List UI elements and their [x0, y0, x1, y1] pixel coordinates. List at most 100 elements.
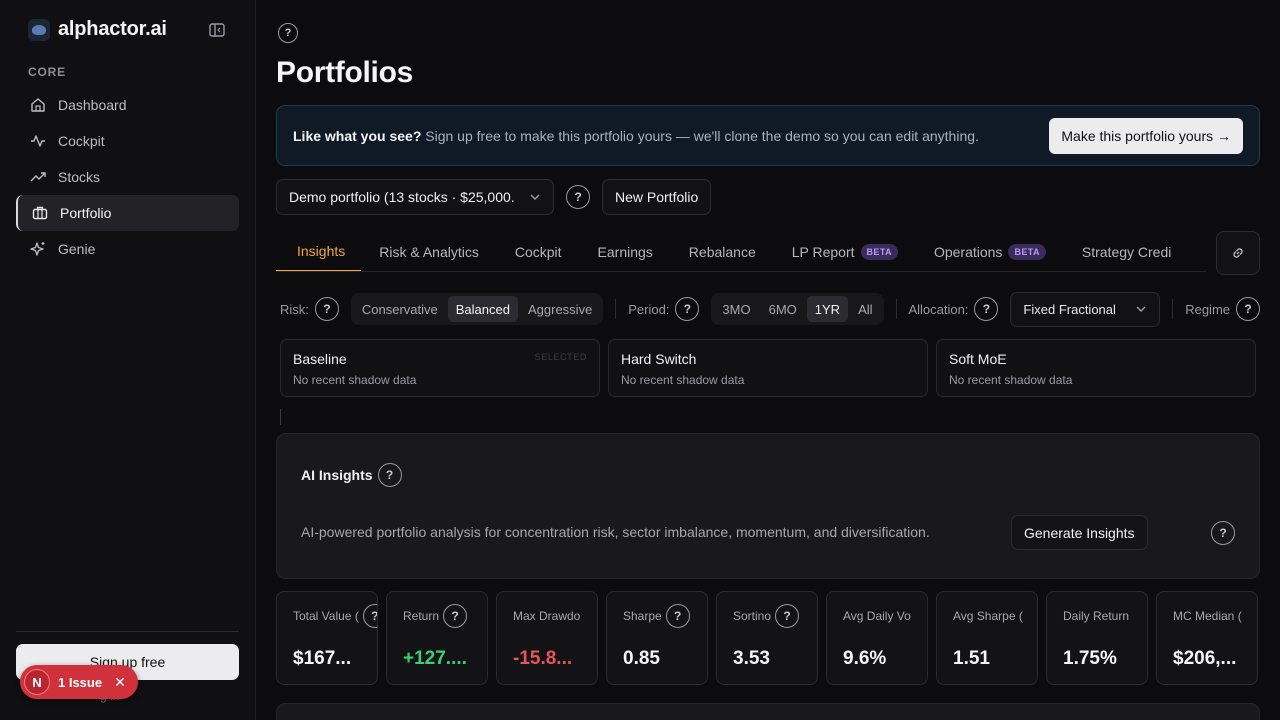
trending-up-icon	[30, 169, 46, 185]
allocation-label: Allocation:	[908, 301, 969, 317]
tab-cockpit[interactable]: Cockpit	[497, 232, 580, 271]
metric-card: Total Value (? $167...	[276, 591, 378, 685]
help-icon[interactable]: ?	[443, 604, 468, 628]
help-icon[interactable]: ?	[1236, 297, 1260, 321]
risk-option-aggressive[interactable]: Aggressive	[527, 301, 593, 317]
tab-lp-report[interactable]: LP Report BETA	[774, 232, 916, 271]
sidebar-item-portfolio[interactable]: Portfolio	[16, 195, 239, 231]
tab-insights[interactable]: Insights	[276, 232, 362, 271]
metric-label: Sharpe	[623, 609, 662, 623]
period-option-1yr[interactable]: 1YR	[806, 296, 849, 322]
help-icon[interactable]: ?	[566, 185, 590, 209]
new-portfolio-button[interactable]: New Portfolio	[602, 179, 712, 215]
metric-card: Return? +127....	[386, 591, 488, 685]
metrics-row: Total Value (? $167... Return? +127.... Max …	[276, 591, 1258, 685]
page-title: Portfolios	[276, 56, 413, 89]
metric-label: MC Median (	[1173, 609, 1242, 623]
metric-value: 3.53	[733, 648, 770, 669]
make-portfolio-yours-button[interactable]: Make this portfolio yours →	[1049, 117, 1243, 154]
tab-operations[interactable]: Operations BETA	[916, 232, 1064, 271]
period-control-label: Period:?	[628, 297, 700, 321]
sidebar-item-label: Genie	[58, 241, 96, 257]
signup-banner: Like what you see? Sign up free to make …	[276, 105, 1260, 166]
sidebar-collapse-button[interactable]	[208, 22, 226, 38]
strategy-name: Hard Switch	[621, 351, 697, 367]
help-icon[interactable]: ?	[1211, 521, 1235, 545]
banner-message: Sign up free to make this portfolio your…	[421, 127, 979, 144]
brand[interactable]: alphactor.ai	[28, 18, 167, 41]
copy-link-button[interactable]	[1216, 231, 1260, 275]
generate-insights-button[interactable]: Generate Insights	[1011, 515, 1148, 550]
tab-label: Cockpit	[514, 244, 562, 260]
metric-value: 1.75%	[1063, 648, 1117, 669]
close-icon[interactable]: ✕	[114, 673, 126, 690]
help-icon[interactable]: ?	[377, 463, 402, 487]
metric-value: $206,...	[1173, 648, 1237, 669]
divider	[280, 409, 281, 425]
period-option-3mo[interactable]: 3MO	[722, 301, 751, 317]
filter-controls: Risk:? Conservative Balanced Aggressive …	[280, 291, 1260, 327]
metric-value: +127....	[403, 648, 467, 669]
strategy-card-soft-moe[interactable]: Soft MoE No recent shadow data	[936, 339, 1256, 397]
tab-label: Operations	[933, 244, 1003, 260]
chevron-down-icon	[530, 194, 540, 201]
tab-risk-analytics[interactable]: Risk & Analytics	[361, 232, 497, 271]
metric-card: Sortino? 3.53	[716, 591, 818, 685]
ai-insights-card: AI Insights ? AI-powered portfolio analy…	[276, 433, 1260, 579]
tab-strategy-credits[interactable]: Strategy Credi	[1064, 232, 1189, 271]
help-icon[interactable]: ?	[314, 297, 339, 321]
page-help[interactable]: ?	[278, 23, 298, 43]
period-option-all[interactable]: All	[858, 301, 873, 317]
metric-label: Return	[403, 609, 440, 623]
sidebar-item-dashboard[interactable]: Dashboard	[16, 87, 239, 123]
portfolio-select-value: Demo portfolio (13 stocks · $25,000.	[289, 189, 515, 205]
strategy-status: No recent shadow data	[621, 373, 745, 387]
strategy-card-hard-switch[interactable]: Hard Switch No recent shadow data	[608, 339, 928, 397]
metric-label: Sortino	[733, 609, 772, 623]
brand-logo-icon	[28, 18, 50, 41]
metric-label: Max Drawdo	[513, 609, 581, 623]
risk-option-conservative[interactable]: Conservative	[361, 301, 438, 317]
help-icon[interactable]: ?	[362, 604, 377, 628]
metric-label-row: Sortino?	[733, 604, 817, 628]
strategy-cards: Baseline No recent shadow data SELECTED …	[280, 339, 1256, 397]
metric-card: MC Median ( $206,...	[1156, 591, 1258, 685]
period-option-6mo[interactable]: 6MO	[768, 301, 797, 317]
ai-help[interactable]: ?	[1211, 521, 1235, 545]
sparkles-icon	[30, 241, 46, 257]
allocation-select[interactable]: Fixed Fractional	[1010, 291, 1161, 327]
tab-earnings[interactable]: Earnings	[580, 232, 671, 271]
help-icon[interactable]: ?	[665, 604, 690, 628]
period-label: Period:	[628, 301, 670, 317]
help-icon[interactable]: ?	[675, 297, 700, 321]
ai-insights-title: AI Insights ?	[301, 463, 402, 487]
sidebar-item-label: Dashboard	[58, 97, 127, 113]
metric-card: Avg Daily Vo 9.6%	[826, 591, 928, 685]
risk-control-label: Risk:?	[280, 297, 339, 321]
beta-badge: BETA	[1008, 244, 1046, 260]
banner-text: Like what you see? Sign up free to make …	[293, 128, 979, 144]
panel-left-icon	[209, 23, 225, 37]
sidebar-divider	[16, 631, 239, 632]
metric-value: 9.6%	[843, 648, 887, 669]
strategy-card-baseline[interactable]: Baseline No recent shadow data SELECTED	[280, 339, 600, 397]
divider	[615, 299, 617, 319]
help-icon[interactable]: ?	[775, 604, 800, 628]
sidebar-item-label: Stocks	[58, 169, 101, 185]
selected-tag: SELECTED	[534, 352, 587, 362]
help-icon[interactable]: ?	[974, 297, 999, 321]
help-icon[interactable]: ?	[278, 23, 298, 43]
risk-segmented: Conservative Balanced Aggressive	[350, 293, 604, 325]
risk-option-balanced[interactable]: Balanced	[447, 296, 518, 322]
briefcase-icon	[32, 205, 48, 221]
sidebar-item-cockpit[interactable]: Cockpit	[16, 123, 239, 159]
sidebar-item-genie[interactable]: Genie	[16, 231, 239, 267]
strategy-name: Soft MoE	[949, 351, 1007, 367]
issue-badge[interactable]: N 1 Issue ✕	[20, 665, 138, 699]
portfolio-select[interactable]: Demo portfolio (13 stocks · $25,000.	[276, 179, 554, 215]
tab-rebalance[interactable]: Rebalance	[671, 232, 774, 271]
sidebar-item-stocks[interactable]: Stocks	[16, 159, 239, 195]
tab-label: Earnings	[597, 244, 653, 260]
strategy-name: Baseline	[293, 351, 347, 367]
sidebar: alphactor.ai CORE Dashboard Cockpit Stoc…	[0, 0, 256, 720]
